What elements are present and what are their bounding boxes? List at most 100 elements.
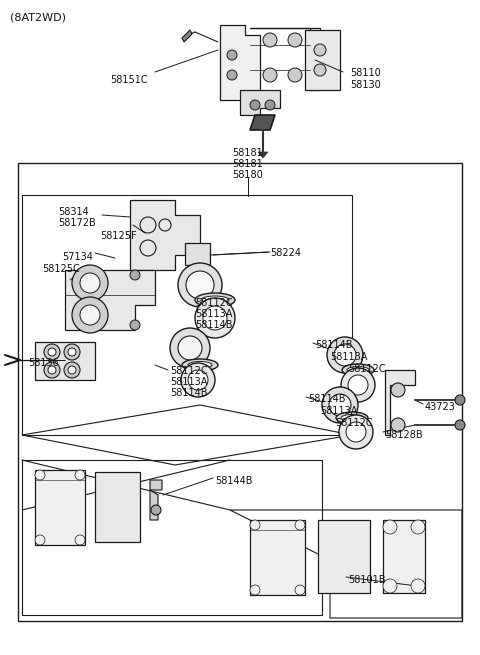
Circle shape (455, 395, 465, 405)
Text: 58181: 58181 (233, 148, 264, 158)
Text: 58128B: 58128B (385, 430, 422, 440)
Ellipse shape (342, 364, 374, 376)
Polygon shape (185, 243, 210, 265)
Text: 58110: 58110 (350, 68, 381, 78)
Text: 58130: 58130 (350, 80, 381, 90)
Circle shape (64, 362, 80, 378)
Circle shape (72, 265, 108, 301)
Circle shape (327, 337, 363, 373)
Circle shape (391, 383, 405, 397)
Circle shape (80, 305, 100, 325)
Circle shape (188, 370, 208, 390)
Text: 58224: 58224 (270, 248, 301, 258)
Ellipse shape (341, 415, 363, 422)
Circle shape (195, 298, 235, 338)
Circle shape (265, 100, 275, 110)
Text: 58112C: 58112C (195, 298, 233, 308)
Circle shape (329, 394, 351, 416)
Ellipse shape (347, 367, 369, 373)
Circle shape (75, 535, 85, 545)
Circle shape (455, 420, 465, 430)
Circle shape (263, 68, 277, 82)
Circle shape (341, 368, 375, 402)
Text: 58114B: 58114B (315, 340, 352, 350)
Polygon shape (258, 152, 268, 158)
Circle shape (334, 344, 356, 366)
Text: 58113A: 58113A (330, 352, 367, 362)
Polygon shape (250, 115, 275, 130)
Polygon shape (95, 472, 140, 542)
Circle shape (411, 579, 425, 593)
Circle shape (68, 348, 76, 356)
Text: 58112C: 58112C (170, 366, 208, 376)
Text: 43723: 43723 (425, 402, 456, 412)
Ellipse shape (188, 362, 212, 369)
Circle shape (314, 64, 326, 76)
Circle shape (130, 270, 140, 280)
Circle shape (68, 366, 76, 374)
Circle shape (227, 50, 237, 60)
Circle shape (288, 33, 302, 47)
Circle shape (263, 33, 277, 47)
Ellipse shape (195, 293, 235, 307)
Circle shape (48, 366, 56, 374)
Circle shape (80, 273, 100, 293)
Circle shape (44, 344, 60, 360)
Circle shape (130, 320, 140, 330)
Text: 58144B: 58144B (215, 476, 252, 486)
Polygon shape (65, 270, 155, 330)
Text: 58112C: 58112C (348, 364, 385, 374)
Bar (22, 460, 322, 615)
Circle shape (295, 585, 305, 595)
Circle shape (339, 415, 373, 449)
Ellipse shape (201, 296, 229, 304)
Text: 58113A: 58113A (170, 377, 207, 387)
Circle shape (346, 422, 366, 442)
Circle shape (383, 579, 397, 593)
Circle shape (250, 585, 260, 595)
Text: 58125C: 58125C (42, 264, 80, 274)
Circle shape (44, 362, 60, 378)
Polygon shape (250, 28, 320, 90)
Polygon shape (240, 90, 280, 115)
Circle shape (75, 470, 85, 480)
Polygon shape (305, 30, 340, 90)
Circle shape (295, 520, 305, 530)
Circle shape (411, 520, 425, 534)
Text: 58113A: 58113A (320, 406, 358, 416)
Text: 58125F: 58125F (100, 231, 137, 241)
Text: 58151C: 58151C (110, 75, 148, 85)
Circle shape (178, 263, 222, 307)
Bar (18, 163, 462, 621)
Circle shape (250, 520, 260, 530)
Circle shape (35, 535, 45, 545)
Polygon shape (385, 370, 415, 435)
Polygon shape (383, 520, 425, 593)
Circle shape (383, 520, 397, 534)
Circle shape (348, 375, 368, 395)
Polygon shape (220, 25, 260, 100)
Ellipse shape (336, 412, 368, 424)
Text: (8AT2WD): (8AT2WD) (10, 12, 66, 22)
Polygon shape (318, 520, 370, 593)
Circle shape (203, 306, 227, 330)
Circle shape (391, 418, 405, 432)
Circle shape (227, 70, 237, 80)
Polygon shape (150, 480, 162, 520)
Ellipse shape (182, 359, 218, 371)
Circle shape (35, 470, 45, 480)
Text: 58114B: 58114B (170, 388, 207, 398)
Text: 57134: 57134 (62, 252, 93, 262)
Circle shape (170, 328, 210, 368)
Polygon shape (182, 30, 192, 42)
Text: 58101B: 58101B (348, 575, 385, 585)
Bar (22, 195, 352, 435)
Text: 58314: 58314 (58, 207, 89, 217)
Polygon shape (35, 342, 95, 380)
Polygon shape (35, 470, 85, 545)
Circle shape (48, 348, 56, 356)
Circle shape (186, 271, 214, 299)
Text: 58180: 58180 (233, 170, 264, 180)
Text: 58114B: 58114B (308, 394, 346, 404)
Circle shape (178, 336, 202, 360)
